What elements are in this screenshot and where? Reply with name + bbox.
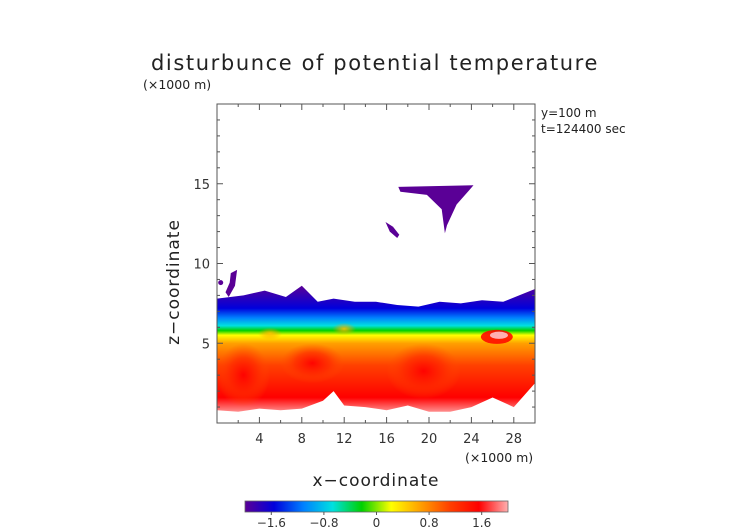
hot-ring-core	[489, 331, 508, 339]
amber-blob-1	[258, 327, 282, 340]
cold-speck-left	[218, 280, 224, 286]
annotation-time: t=124400 sec	[541, 122, 626, 136]
x-axis-unit: (×1000 m)	[465, 450, 533, 465]
colorbar-ticks: −1.6 −0.8 0 0.8 1.6	[257, 512, 491, 530]
y-tick-label: 5	[202, 337, 210, 352]
colorbar-tick-label: −0.8	[309, 516, 338, 530]
amber-blob-2	[332, 322, 357, 335]
annotation-y-position: y=100 m	[541, 106, 597, 120]
colorbar-tick-label: 1.6	[472, 516, 491, 530]
cold-patch-upper	[398, 185, 474, 234]
heatmap-field	[217, 185, 535, 412]
x-tick-label: 24	[463, 432, 480, 447]
x-tick-label: 20	[421, 432, 438, 447]
chart-title: disturbunce of potential temperature	[151, 51, 599, 75]
x-tick-label: 12	[336, 432, 353, 447]
colorbar-tick-label: 0.8	[420, 516, 439, 530]
warm-core-2	[280, 343, 345, 384]
colorbar-tick-label: 0	[373, 516, 381, 530]
warm-cores	[217, 322, 513, 408]
x-tick-label: 16	[378, 432, 395, 447]
x-tick-label: 28	[506, 432, 523, 447]
y-tick-label: 15	[193, 178, 210, 193]
colorbar	[244, 500, 509, 513]
warm-core-1	[217, 343, 270, 408]
y-axis-unit: (×1000 m)	[143, 77, 211, 92]
cold-patch-small	[385, 222, 400, 238]
warm-core-3	[386, 343, 461, 400]
x-ticks: 4 8 12 16 20 24 28	[237, 104, 523, 447]
x-tick-label: 4	[255, 432, 263, 447]
cold-patches	[218, 185, 474, 297]
y-axis-label: z−coordinate	[164, 219, 184, 345]
x-tick-label: 8	[298, 432, 306, 447]
colorbar-tick-label: −1.6	[257, 516, 286, 530]
cold-patch-left	[225, 269, 238, 297]
y-tick-label: 10	[193, 258, 210, 273]
x-axis-label: x−coordinate	[313, 471, 440, 491]
y-ticks: 5 10 15	[193, 119, 535, 408]
